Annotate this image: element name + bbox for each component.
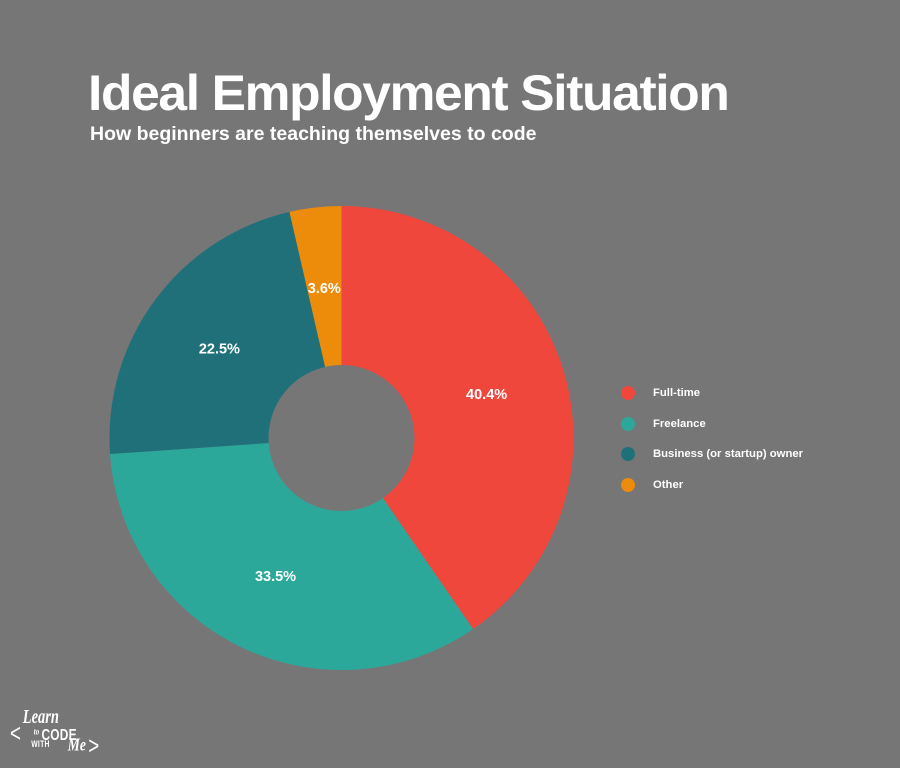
svg-text:3.6%: 3.6% xyxy=(308,281,341,297)
svg-text:22.5%: 22.5% xyxy=(199,342,240,358)
svg-text:40.4%: 40.4% xyxy=(466,387,507,403)
svg-text:33.5%: 33.5% xyxy=(255,569,296,585)
